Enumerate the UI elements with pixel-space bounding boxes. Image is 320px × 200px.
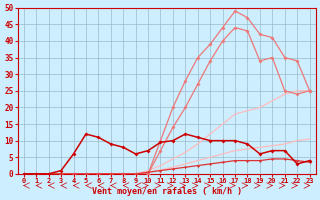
X-axis label: Vent moyen/en rafales ( km/h ): Vent moyen/en rafales ( km/h ) [92, 187, 242, 196]
